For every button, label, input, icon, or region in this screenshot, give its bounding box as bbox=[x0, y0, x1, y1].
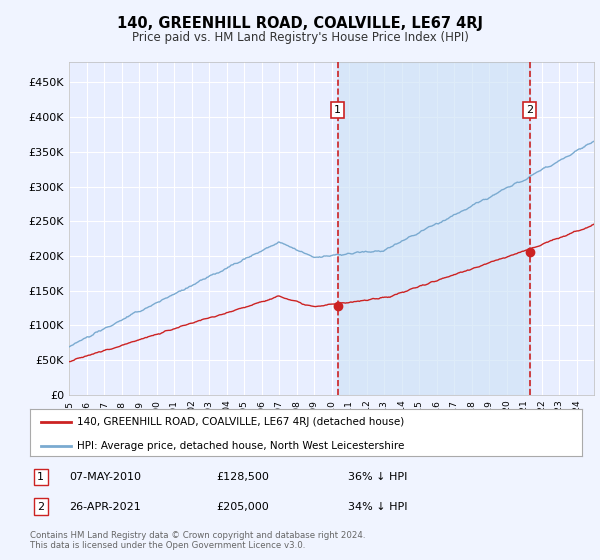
Bar bbox=[338, 62, 530, 395]
Text: 140, GREENHILL ROAD, COALVILLE, LE67 4RJ (detached house): 140, GREENHILL ROAD, COALVILLE, LE67 4RJ… bbox=[77, 417, 404, 427]
Text: 36% ↓ HPI: 36% ↓ HPI bbox=[348, 472, 407, 482]
Text: Contains HM Land Registry data © Crown copyright and database right 2024.: Contains HM Land Registry data © Crown c… bbox=[30, 531, 365, 540]
Text: 1: 1 bbox=[37, 472, 44, 482]
Text: Price paid vs. HM Land Registry's House Price Index (HPI): Price paid vs. HM Land Registry's House … bbox=[131, 31, 469, 44]
Text: 26-APR-2021: 26-APR-2021 bbox=[69, 502, 141, 512]
Text: 2: 2 bbox=[526, 105, 533, 115]
Text: £205,000: £205,000 bbox=[216, 502, 269, 512]
Text: 1: 1 bbox=[334, 105, 341, 115]
Text: 34% ↓ HPI: 34% ↓ HPI bbox=[348, 502, 407, 512]
Text: This data is licensed under the Open Government Licence v3.0.: This data is licensed under the Open Gov… bbox=[30, 541, 305, 550]
Text: HPI: Average price, detached house, North West Leicestershire: HPI: Average price, detached house, Nort… bbox=[77, 441, 404, 451]
Text: 07-MAY-2010: 07-MAY-2010 bbox=[69, 472, 141, 482]
Text: 140, GREENHILL ROAD, COALVILLE, LE67 4RJ: 140, GREENHILL ROAD, COALVILLE, LE67 4RJ bbox=[117, 16, 483, 31]
Text: 2: 2 bbox=[37, 502, 44, 512]
Text: £128,500: £128,500 bbox=[216, 472, 269, 482]
